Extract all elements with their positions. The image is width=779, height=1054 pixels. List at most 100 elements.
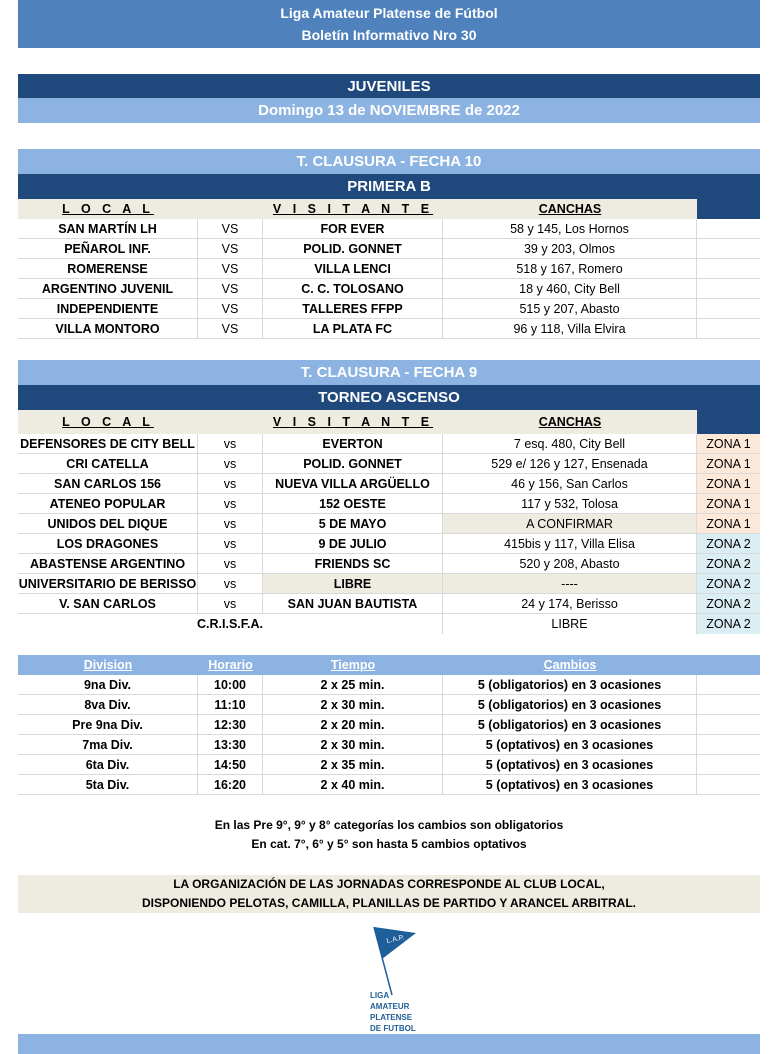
local-team: ATENEO POPULAR bbox=[18, 494, 198, 513]
local-team: INDEPENDIENTE bbox=[18, 299, 198, 318]
canchas-header: CANCHAS bbox=[538, 202, 602, 216]
visiting-team: TALLERES FFPP bbox=[263, 299, 443, 318]
cancha-address: 515 y 207, Abasto bbox=[443, 299, 697, 318]
horario: 13:30 bbox=[198, 735, 263, 754]
canchas-header: CANCHAS bbox=[538, 415, 602, 429]
local-team: PEÑAROL INF. bbox=[18, 239, 198, 258]
match-row: DEFENSORES DE CITY BELL vs EVERTON 7 esq. 4… bbox=[18, 434, 760, 454]
tiempo: 2 x 30 min. bbox=[263, 695, 443, 714]
ascenso-division: TORNEO ASCENSO bbox=[18, 385, 760, 410]
zona-badge: ZONA 2 bbox=[697, 594, 760, 613]
local-team: VILLA MONTORO bbox=[18, 319, 198, 338]
local-team: DEFENSORES DE CITY BELL bbox=[18, 434, 198, 453]
zona-badge: ZONA 1 bbox=[697, 454, 760, 473]
horario: 16:20 bbox=[198, 775, 263, 794]
vs-label: vs bbox=[198, 594, 263, 613]
local-header: L O C A L bbox=[62, 202, 154, 216]
vs-label: VS bbox=[198, 319, 263, 338]
zona-badge: ZONA 1 bbox=[697, 514, 760, 533]
vs-label: vs bbox=[198, 554, 263, 573]
vs-label: vs bbox=[198, 454, 263, 473]
spacer bbox=[697, 715, 760, 734]
cancha-address: 46 y 156, San Carlos bbox=[443, 474, 697, 493]
cancha-address: 58 y 145, Los Hornos bbox=[443, 219, 697, 238]
cancha-address: 39 y 203, Olmos bbox=[443, 239, 697, 258]
cambios: 5 (obligatorios) en 3 ocasiones bbox=[443, 695, 697, 714]
tiempo-header: Tiempo bbox=[330, 658, 376, 672]
cancha-address: 96 y 118, Villa Elvira bbox=[443, 319, 697, 338]
local-team: V. SAN CARLOS bbox=[18, 594, 198, 613]
schedule-row: 7ma Div. 13:30 2 x 30 min. 5 (optativos) en… bbox=[18, 735, 760, 755]
local-team: UNIDOS DEL DIQUE bbox=[18, 514, 198, 533]
division: 5ta Div. bbox=[18, 775, 198, 794]
vs-label: VS bbox=[198, 279, 263, 298]
bulletin-subtitle: Boletín Informativo Nro 30 bbox=[301, 27, 477, 43]
schedule-row: 9na Div. 10:00 2 x 25 min. 5 (obligatorios)… bbox=[18, 675, 760, 695]
match-row: ABASTENSE ARGENTINO vs FRIENDS SC 520 y 208… bbox=[18, 554, 760, 574]
svg-text:LIGA: LIGA bbox=[370, 991, 389, 1000]
svg-text:PLATENSE: PLATENSE bbox=[370, 1013, 413, 1022]
primera-b-tournament: T. CLAUSURA - FECHA 10 bbox=[18, 149, 760, 174]
vs-label: VS bbox=[198, 299, 263, 318]
local-team: CRI CATELLA bbox=[18, 454, 198, 473]
bulletin-header: Liga Amateur Platense de Fútbol Boletín … bbox=[18, 0, 760, 48]
visiting-team: NUEVA VILLA ARGÜELLO bbox=[263, 474, 443, 493]
match-row: ARGENTINO JUVENIL VS C. C. TOLOSANO 18 y 46… bbox=[18, 279, 760, 299]
horario: 12:30 bbox=[198, 715, 263, 734]
visiting-team: POLID. GONNET bbox=[263, 454, 443, 473]
local-team: SAN MARTÍN LH bbox=[18, 219, 198, 238]
date-title: Domingo 13 de NOVIEMBRE de 2022 bbox=[18, 98, 760, 123]
free-team: C.R.I.S.F.A. bbox=[18, 614, 443, 634]
svg-text:DE FUTBOL: DE FUTBOL bbox=[370, 1024, 416, 1033]
local-team: ARGENTINO JUVENIL bbox=[18, 279, 198, 298]
visiting-team: C. C. TOLOSANO bbox=[263, 279, 443, 298]
cambios: 5 (obligatorios) en 3 ocasiones bbox=[443, 715, 697, 734]
match-row: SAN MARTÍN LH VS FOR EVER 58 y 145, Los Hor… bbox=[18, 219, 760, 239]
vs-label: vs bbox=[198, 494, 263, 513]
table-header: L O C A L V I S I T A N T E CANCHAS bbox=[18, 199, 760, 219]
visitante-header: V I S I T A N T E bbox=[272, 415, 434, 429]
league-title: Liga Amateur Platense de Fútbol bbox=[280, 5, 498, 21]
match-row: UNIVERSITARIO DE BERISSO vs LIBRE ---- ZONA … bbox=[18, 574, 760, 594]
spacer bbox=[697, 279, 760, 298]
spacer bbox=[697, 299, 760, 318]
division-header: Division bbox=[83, 658, 133, 672]
note-line: En cat. 7°, 6° y 5° son hasta 5 cambios … bbox=[251, 837, 527, 851]
zona-badge: ZONA 2 bbox=[697, 534, 760, 553]
cambios: 5 (optativos) en 3 ocasiones bbox=[443, 755, 697, 774]
ascenso-table: L O C A L V I S I T A N T E CANCHAS DEFE… bbox=[18, 410, 760, 634]
visiting-team: FOR EVER bbox=[263, 219, 443, 238]
vs-label: vs bbox=[198, 514, 263, 533]
zona-badge: ZONA 1 bbox=[697, 474, 760, 493]
horario: 11:10 bbox=[198, 695, 263, 714]
vs-label: vs bbox=[198, 574, 263, 593]
vs-label: VS bbox=[198, 239, 263, 258]
visiting-team: POLID. GONNET bbox=[263, 239, 443, 258]
schedule-row: 6ta Div. 14:50 2 x 35 min. 5 (optativos) en… bbox=[18, 755, 760, 775]
match-row: CRI CATELLA vs POLID. GONNET 529 e/ 126 y 1… bbox=[18, 454, 760, 474]
schedule-table: Division Horario Tiempo Cambios 9na Div.… bbox=[18, 655, 760, 795]
cancha-address: A CONFIRMAR bbox=[443, 514, 697, 533]
local-team: UNIVERSITARIO DE BERISSO bbox=[18, 574, 198, 593]
free-team-row: C.R.I.S.F.A. LIBRE ZONA 2 bbox=[18, 614, 760, 634]
cancha-address: ---- bbox=[443, 574, 697, 593]
horario: 10:00 bbox=[198, 675, 263, 694]
spacer bbox=[697, 695, 760, 714]
visiting-team: LIBRE bbox=[263, 574, 443, 593]
cancha-address: 18 y 460, City Bell bbox=[443, 279, 697, 298]
schedule-row: Pre 9na Div. 12:30 2 x 20 min. 5 (obligator… bbox=[18, 715, 760, 735]
visiting-team: LA PLATA FC bbox=[263, 319, 443, 338]
zona-badge: ZONA 2 bbox=[697, 614, 760, 634]
visiting-team: 9 DE JULIO bbox=[263, 534, 443, 553]
cambios: 5 (obligatorios) en 3 ocasiones bbox=[443, 675, 697, 694]
visiting-team: SAN JUAN BAUTISTA bbox=[263, 594, 443, 613]
notes: En las Pre 9°, 9° y 8° categorías los ca… bbox=[18, 816, 760, 854]
match-row: INDEPENDIENTE VS TALLERES FFPP 515 y 207, A… bbox=[18, 299, 760, 319]
spacer bbox=[697, 319, 760, 338]
tiempo: 2 x 20 min. bbox=[263, 715, 443, 734]
match-row: PEÑAROL INF. VS POLID. GONNET 39 y 203, Olm… bbox=[18, 239, 760, 259]
local-team: LOS DRAGONES bbox=[18, 534, 198, 553]
match-row: SAN CARLOS 156 vs NUEVA VILLA ARGÜELLO 46 y… bbox=[18, 474, 760, 494]
division: 9na Div. bbox=[18, 675, 198, 694]
cancha-address: 117 y 532, Tolosa bbox=[443, 494, 697, 513]
